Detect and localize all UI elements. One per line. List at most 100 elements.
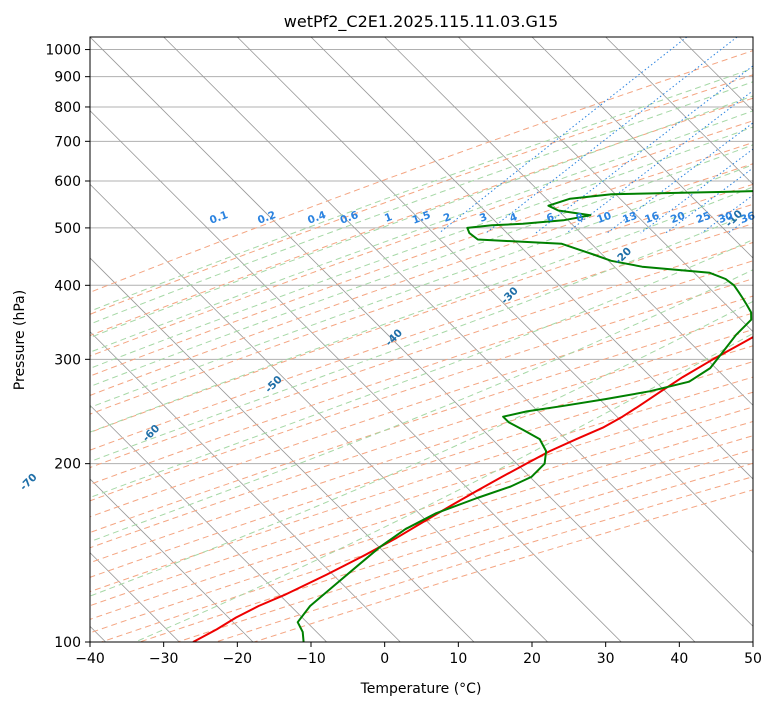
isotherm-label: -60	[140, 422, 162, 444]
x-tick-label: −40	[75, 651, 105, 667]
dry-adiabat-line	[90, 223, 753, 451]
mixing-ratio-label: 0.6	[339, 209, 361, 227]
y-tick-label: 1000	[45, 43, 81, 59]
isotherm-line	[90, 478, 254, 642]
mixing-ratio-label: 10	[595, 210, 613, 226]
dry-adiabat-line	[90, 329, 753, 549]
mixing-ratio-label: 20	[669, 210, 687, 226]
x-tick-label: −10	[296, 651, 326, 667]
isotherm-line	[90, 404, 327, 642]
moist-adiabat-line	[90, 81, 753, 325]
dry-adiabat-line	[90, 50, 753, 293]
mixing-ratio-label: 4	[508, 211, 519, 225]
y-tick-label: 500	[54, 221, 81, 237]
isotherm-line	[90, 110, 622, 642]
dry-adiabat-line	[90, 278, 753, 502]
mixing-ratio-lines	[438, 37, 775, 234]
y-tick-label: 700	[54, 134, 81, 150]
y-tick-label: 100	[54, 635, 81, 651]
moist-adiabat-line	[90, 110, 753, 353]
dry-adiabat-line	[90, 260, 753, 485]
mixing-ratio-label: 2	[442, 211, 453, 225]
x-tick-label: −30	[149, 651, 179, 667]
dry-adiabat-line	[177, 462, 753, 642]
isotherm-line	[531, 37, 753, 259]
mixing-ratio-label: 1.5	[411, 209, 433, 227]
y-axis-label: Pressure (hPa)	[12, 290, 28, 390]
line-labels: -100-90-80-70-60-50-40-30-20-10010203040…	[18, 208, 757, 493]
mixing-ratio-line	[485, 37, 738, 234]
isotherm-line	[679, 37, 753, 112]
mixing-ratio-label: 1	[383, 211, 394, 225]
isotherm-line	[90, 257, 475, 642]
y-tick-label: 400	[54, 278, 81, 294]
isotherm-line	[310, 37, 753, 480]
profile-series	[192, 190, 753, 642]
chart-title: wetPf2_C2E1.2025.115.11.03.G15	[284, 12, 558, 32]
mixing-ratio-line	[767, 37, 775, 233]
isotherm-line	[752, 37, 753, 38]
x-ticks: −40 −30 −20 −10 0 10 20 30 40 50	[75, 642, 762, 667]
isotherm-line	[90, 183, 548, 642]
plot-frame	[89, 36, 754, 643]
x-tick-label: 30	[597, 651, 615, 667]
dry-adiabat-line	[101, 435, 753, 642]
isotherm-label: -50	[263, 374, 285, 396]
mixing-ratio-label: 0.1	[208, 209, 230, 227]
mixing-ratio-line	[535, 65, 753, 234]
y-tick-label: 800	[54, 100, 81, 116]
mixing-ratio-line	[665, 167, 753, 234]
x-tick-label: 0	[380, 651, 389, 667]
dry-adiabat-line	[90, 391, 753, 607]
moist-adiabat-line	[90, 126, 753, 369]
mixing-ratio-label: 6	[545, 211, 556, 225]
y-tick-label: 600	[54, 174, 81, 190]
dry-adiabat-line	[90, 312, 753, 534]
mixing-ratio-line	[701, 194, 753, 234]
mixing-ratio-label: 25	[695, 210, 713, 226]
moist-adiabat-line	[134, 332, 753, 642]
moist-adiabat-line	[90, 95, 753, 339]
moist-adiabat-line	[90, 211, 753, 463]
mixing-ratio-line	[438, 37, 688, 234]
y-tick-label: 300	[54, 352, 81, 368]
dry-adiabat-line	[215, 476, 753, 642]
isotherm-label: -70	[18, 471, 40, 493]
mixing-ratio-label: 0.2	[256, 209, 278, 227]
isotherm-line	[458, 37, 753, 333]
x-tick-label: 40	[670, 651, 688, 667]
dewpoint-line	[296, 190, 753, 642]
y-tick-label: 900	[54, 70, 81, 86]
isotherm-line	[90, 331, 401, 642]
mixing-ratio-line	[566, 90, 753, 234]
dry-adiabat-line	[90, 163, 753, 396]
isotherm-line	[237, 37, 753, 554]
dry-adiabat-line	[90, 120, 753, 357]
isotherm-label: -30	[499, 285, 521, 307]
dry-adiabat-line	[90, 74, 753, 315]
y-ticks: 100 200 300 400 500 600 700 800 900 1000	[45, 43, 90, 651]
mixing-ratio-label: 16	[643, 210, 661, 226]
mixing-ratio-label: 36	[739, 210, 757, 226]
isotherm-line	[605, 37, 753, 185]
isotherm-line	[90, 37, 696, 642]
x-axis-label: Temperature (°C)	[360, 681, 482, 697]
isotherm-label: -40	[383, 327, 405, 349]
mixing-ratio-label: 13	[621, 210, 639, 226]
x-tick-label: 20	[523, 651, 541, 667]
mixing-ratio-label: 8	[574, 211, 585, 225]
dry-adiabat-line	[90, 97, 753, 337]
mixing-ratio-label: 0.4	[306, 209, 328, 227]
x-tick-label: −20	[223, 651, 253, 667]
mixing-ratio-label: 30	[717, 210, 735, 226]
x-tick-label: 10	[449, 651, 467, 667]
isotherm-line	[384, 37, 753, 406]
temperature-line	[192, 335, 753, 642]
isotherm-line	[163, 37, 753, 627]
x-tick-label: 50	[744, 651, 762, 667]
y-tick-label: 200	[54, 457, 81, 473]
mixing-ratio-line	[606, 122, 753, 234]
dry-adiabat-line	[90, 142, 753, 377]
mixing-ratio-label: 3	[478, 211, 489, 225]
